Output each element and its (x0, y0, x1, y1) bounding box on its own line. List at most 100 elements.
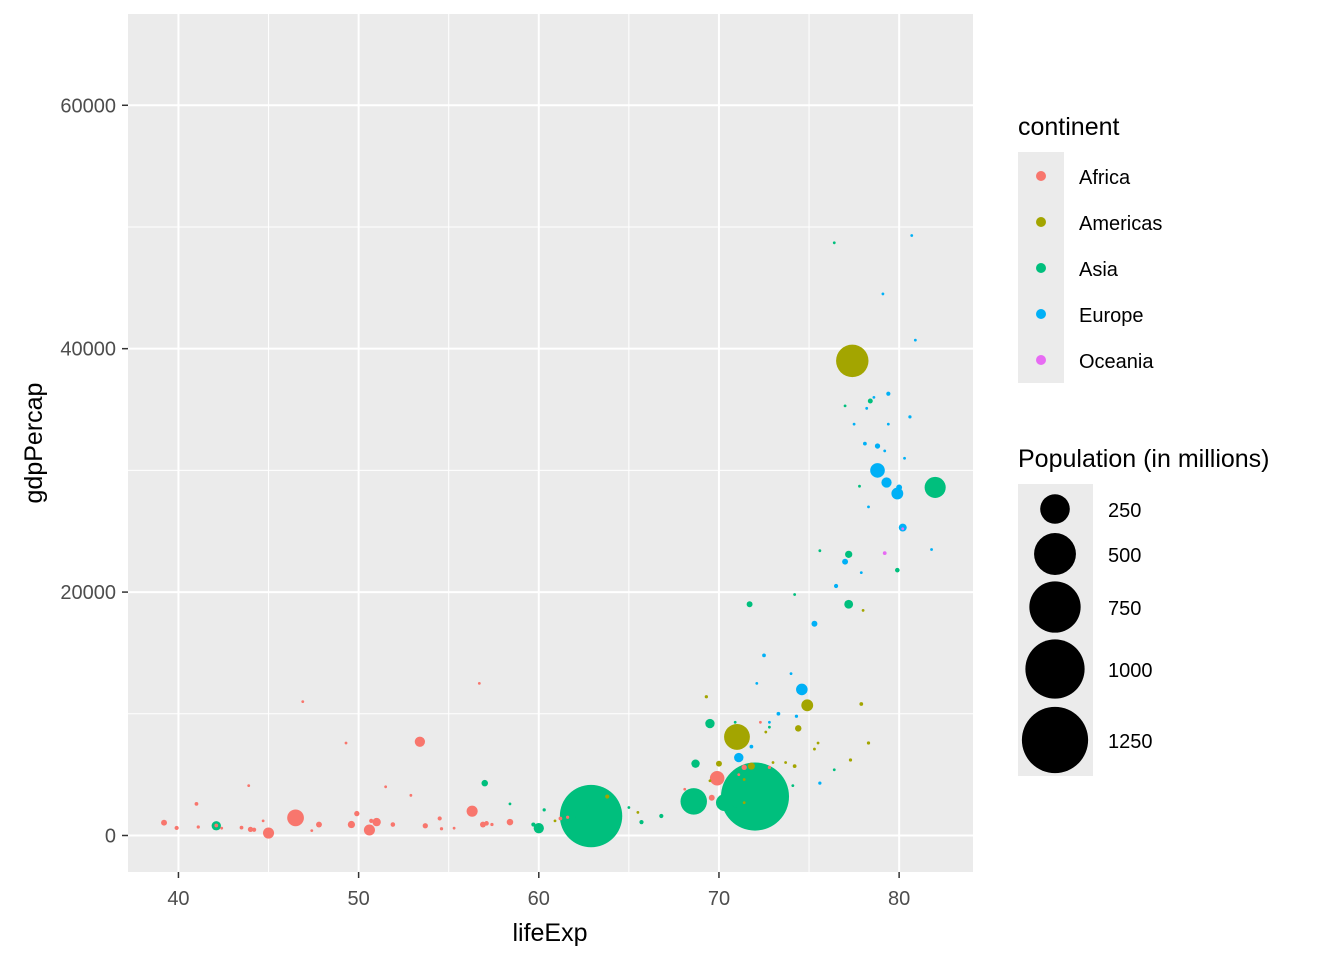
point-americas (743, 801, 746, 804)
point-africa (369, 819, 373, 823)
point-africa (768, 766, 771, 769)
legend-label-africa: Africa (1079, 167, 1131, 189)
point-europe (867, 505, 870, 508)
point-asia (844, 404, 847, 407)
point-europe (762, 653, 766, 657)
point-europe (811, 621, 817, 627)
point-africa (161, 820, 167, 826)
legend-key-asia (1036, 263, 1046, 273)
x-tick-label: 40 (167, 888, 189, 910)
y-axis-title: gdpPercap (20, 383, 48, 504)
point-americas (817, 742, 820, 745)
point-africa (197, 825, 200, 828)
point-africa (507, 819, 513, 825)
point-africa (364, 824, 375, 835)
point-africa (559, 817, 563, 821)
point-asia (845, 551, 852, 558)
point-africa (440, 827, 443, 830)
point-asia (627, 806, 630, 809)
point-oceania (883, 551, 887, 555)
point-africa (423, 823, 428, 828)
point-africa (566, 816, 569, 819)
size-legend-label: 1250 (1108, 731, 1153, 753)
point-africa (214, 824, 218, 828)
point-europe (881, 477, 891, 487)
point-americas (743, 778, 746, 781)
point-asia (716, 794, 733, 811)
point-europe (910, 234, 913, 237)
point-africa (484, 821, 489, 826)
point-africa (710, 771, 725, 786)
point-africa (310, 829, 313, 832)
point-americas (605, 794, 609, 798)
point-africa (737, 773, 740, 776)
point-africa (301, 700, 304, 703)
point-asia (481, 780, 487, 786)
point-americas (709, 779, 712, 782)
point-americas (813, 748, 816, 751)
point-africa (354, 811, 359, 816)
point-europe (842, 559, 848, 565)
x-tick-label: 60 (528, 888, 550, 910)
size-legend-key (1025, 639, 1084, 698)
point-europe (795, 715, 798, 718)
point-africa (263, 828, 274, 839)
point-africa (247, 784, 250, 787)
point-asia (543, 808, 546, 811)
point-americas (636, 811, 639, 814)
point-europe (796, 684, 808, 696)
point-europe (863, 442, 867, 446)
point-asia (586, 805, 589, 808)
point-americas (764, 731, 767, 734)
point-europe (896, 484, 902, 490)
point-africa (438, 816, 442, 820)
y-tick-label: 40000 (60, 339, 116, 361)
size-legend-title: Population (in millions) (1018, 445, 1270, 473)
y-tick-label: 60000 (60, 95, 116, 117)
y-tick-label: 20000 (60, 582, 116, 604)
color-legend-title: continent (1018, 113, 1120, 141)
legend-label-europe: Europe (1079, 305, 1144, 327)
point-americas (554, 819, 557, 822)
point-europe (914, 339, 917, 342)
point-asia (705, 719, 714, 728)
point-asia (509, 802, 512, 805)
point-europe (865, 407, 868, 410)
point-asia (734, 721, 737, 724)
point-africa (490, 823, 493, 826)
point-americas (801, 699, 813, 711)
point-americas (784, 761, 787, 764)
point-europe (790, 672, 793, 675)
point-americas (836, 345, 868, 377)
point-asia (531, 822, 535, 826)
point-europe (777, 712, 781, 716)
point-asia (691, 759, 699, 767)
point-africa (467, 806, 478, 817)
point-asia (734, 805, 737, 808)
point-americas (748, 763, 755, 770)
size-legend-key (1034, 533, 1076, 575)
point-africa (742, 765, 747, 770)
point-africa (759, 721, 762, 724)
point-asia (791, 784, 794, 787)
point-africa (220, 827, 223, 830)
point-asia (833, 768, 836, 771)
size-legend: Population (in millions) 250500750100012… (1018, 445, 1270, 776)
size-legend-label: 250 (1108, 500, 1141, 522)
point-asia (721, 763, 789, 831)
point-africa (195, 802, 199, 806)
point-africa (348, 821, 355, 828)
point-europe (887, 423, 890, 426)
point-europe (883, 450, 886, 453)
point-europe (768, 721, 771, 724)
point-asia (563, 821, 566, 824)
point-asia (818, 549, 821, 552)
point-asia (844, 600, 853, 609)
point-europe (873, 396, 876, 399)
legend-label-americas: Americas (1079, 213, 1162, 235)
point-europe (834, 584, 838, 588)
point-asia (659, 814, 663, 818)
x-tick-label: 80 (888, 888, 910, 910)
point-europe (882, 293, 885, 296)
point-americas (793, 764, 797, 768)
